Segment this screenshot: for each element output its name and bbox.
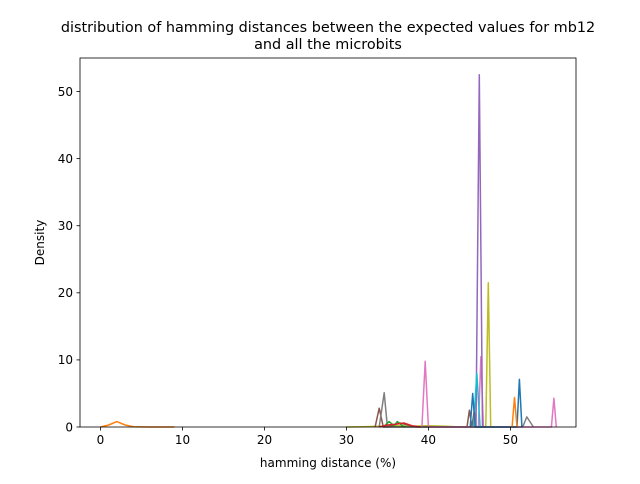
series-line-7	[475, 74, 484, 428]
x-axis-label: hamming distance (%)	[260, 456, 396, 470]
y-tick-label: 20	[58, 286, 73, 300]
x-tick-label: 30	[339, 433, 354, 447]
x-tick-label: 50	[503, 433, 518, 447]
x-tick-label: 40	[421, 433, 436, 447]
x-tick-label: 20	[257, 433, 272, 447]
chart-title: distribution of hamming distances betwee…	[61, 20, 595, 53]
x-axis: 0 10 20 30 40 50	[97, 427, 518, 447]
y-tick-label: 30	[58, 219, 73, 233]
chart-title-line: and all the microbits	[254, 37, 402, 53]
y-tick-label: 40	[58, 152, 73, 166]
y-axis-label: Density	[33, 220, 47, 266]
series-line-1	[346, 282, 494, 428]
y-tick-label: 10	[58, 353, 73, 367]
plot-frame	[79, 57, 577, 428]
y-tick-label: 0	[65, 420, 73, 434]
series-line-6	[421, 355, 558, 428]
y-axis: 0 10 20 30 40 50	[58, 85, 80, 434]
chart-title-line: distribution of hamming distances betwee…	[61, 20, 595, 36]
x-tick-label: 10	[175, 433, 190, 447]
series-line-10	[511, 396, 518, 428]
x-tick-label: 0	[97, 433, 105, 447]
y-tick-label: 50	[58, 85, 73, 99]
series-line-5	[379, 422, 421, 428]
